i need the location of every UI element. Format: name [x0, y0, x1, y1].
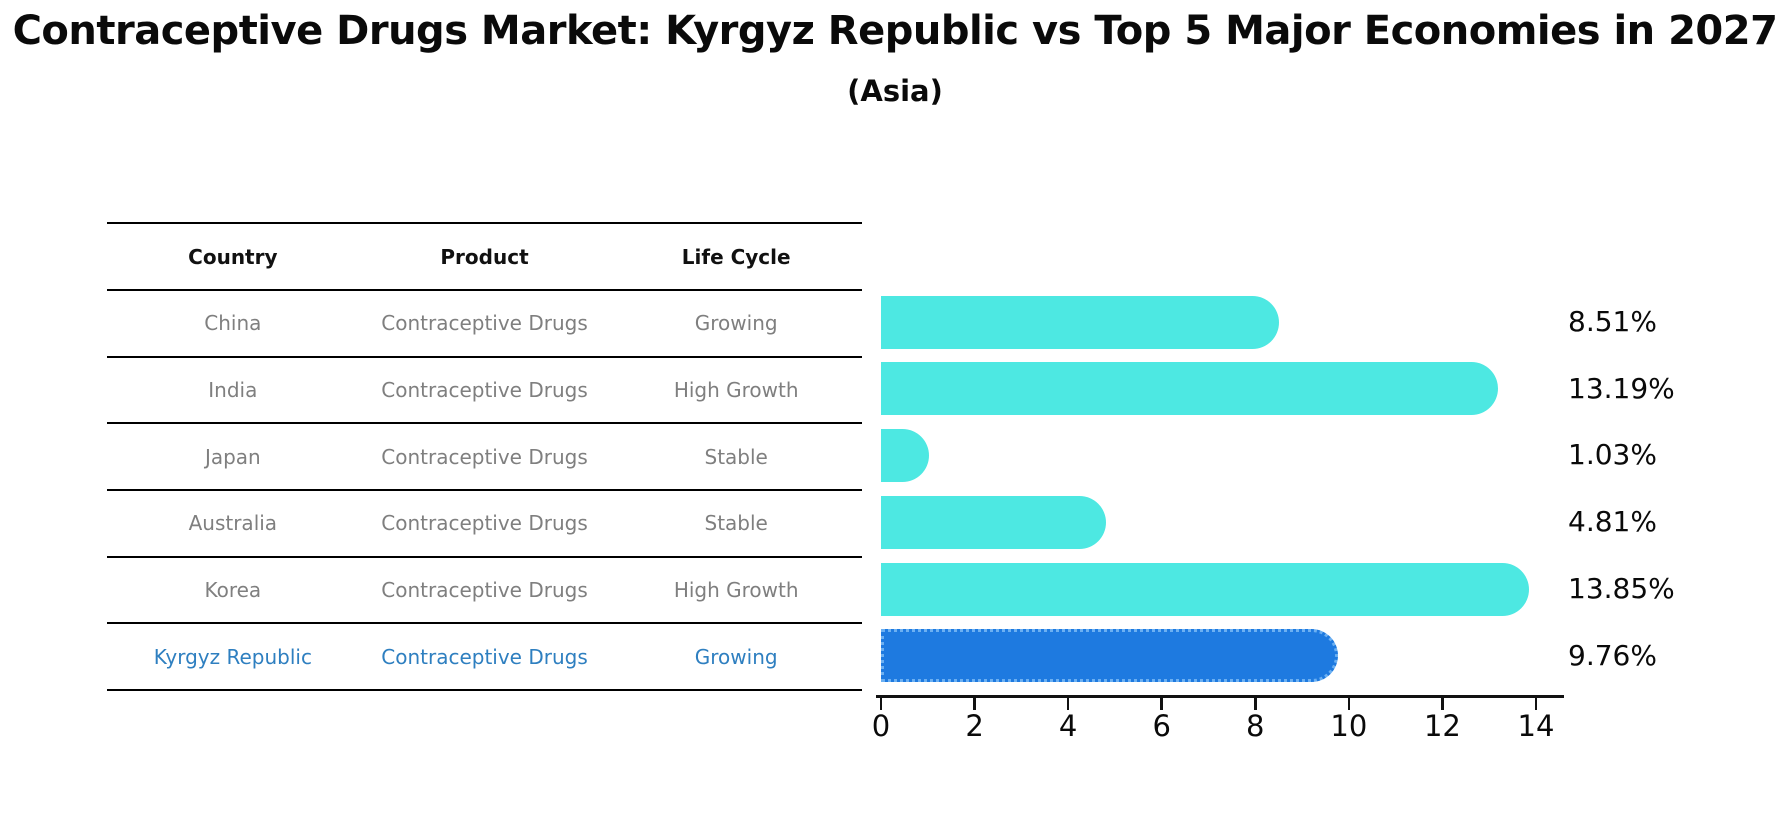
cell-product: Contraceptive Drugs: [381, 311, 588, 336]
value-label-japan: 1.03%: [1568, 438, 1657, 472]
bar-row-korea: [881, 556, 1565, 623]
cell-life-cycle: Stable: [704, 511, 768, 536]
cell-product: Contraceptive Drugs: [381, 644, 588, 669]
table-row-kyrgyz-republic: Kyrgyz Republic Contraceptive Drugs Grow…: [107, 624, 862, 692]
column-header-country: Country: [188, 244, 278, 269]
x-tick-label: 10: [1330, 709, 1368, 743]
chart-title: Contraceptive Drugs Market: Kyrgyz Repub…: [12, 8, 1778, 54]
x-tick-label: 0: [871, 709, 891, 743]
table-row-india: India Contraceptive Drugs High Growth: [107, 358, 862, 425]
table-row-china: China Contraceptive Drugs Growing: [107, 291, 862, 358]
cell-country: Japan: [204, 444, 261, 469]
bar-india: [881, 362, 1499, 416]
cell-country: Korea: [204, 578, 262, 603]
x-tick: [1347, 697, 1351, 710]
cell-country: India: [208, 378, 258, 403]
cell-product: Contraceptive Drugs: [381, 511, 588, 536]
x-tick: [1254, 697, 1257, 710]
table-header-row: Country Product Life Cycle: [107, 224, 862, 291]
cell-country: China: [204, 311, 262, 336]
value-label-kyrgyz-republic: 9.76%: [1568, 638, 1657, 672]
x-tick-label: 4: [1058, 709, 1078, 743]
chart-subtitle: (Asia): [847, 74, 943, 108]
cell-life-cycle: Growing: [694, 311, 778, 336]
bar-china: [881, 295, 1280, 349]
table-row-australia: Australia Contraceptive Drugs Stable: [107, 491, 862, 558]
x-axis-line: [876, 695, 1564, 698]
x-tick-label: 8: [1246, 709, 1265, 743]
x-tick-label: 6: [1152, 709, 1171, 743]
value-label-india: 13.19%: [1568, 371, 1675, 405]
cell-product: Contraceptive Drugs: [381, 444, 588, 469]
column-header-product: Product: [440, 244, 529, 269]
bar-japan: [881, 429, 930, 483]
x-tick: [1066, 697, 1070, 710]
x-tick-label: 2: [965, 709, 984, 743]
x-axis: 0 2 4 6 8 10 12 14: [872, 695, 1576, 755]
x-tick: [879, 697, 883, 710]
x-tick: [1534, 697, 1538, 710]
column-header-life-cycle: Life Cycle: [681, 244, 791, 269]
x-tick-label: 12: [1423, 709, 1461, 743]
bar-kyrgyz-republic: [881, 629, 1338, 683]
bar-row-china: [881, 289, 1565, 356]
bar-row-australia: [881, 489, 1565, 556]
cell-country: Kyrgyz Republic: [153, 644, 312, 669]
bar-australia: [881, 495, 1107, 549]
cell-life-cycle: Stable: [704, 444, 768, 469]
bar-chart-plot-area: [881, 289, 1565, 690]
value-label-australia: 4.81%: [1568, 505, 1657, 539]
cell-country: Australia: [188, 511, 278, 536]
x-tick-label: 14: [1517, 709, 1555, 743]
cell-product: Contraceptive Drugs: [381, 378, 588, 403]
table-row-korea: Korea Contraceptive Drugs High Growth: [107, 558, 862, 625]
x-tick: [973, 697, 976, 710]
value-label-korea: 13.85%: [1568, 571, 1675, 605]
bar-row-japan: [881, 422, 1565, 489]
cell-life-cycle: Growing: [694, 644, 778, 669]
bar-row-kyrgyz-republic: [881, 623, 1565, 690]
country-table: Country Product Life Cycle China Contrac…: [107, 222, 862, 692]
cell-life-cycle: High Growth: [673, 378, 799, 403]
x-tick: [1441, 697, 1444, 710]
bar-korea: [881, 562, 1529, 616]
table-row-japan: Japan Contraceptive Drugs Stable: [107, 424, 862, 492]
value-label-china: 8.51%: [1568, 305, 1657, 338]
cell-life-cycle: High Growth: [673, 578, 799, 603]
bar-row-india: [881, 356, 1565, 423]
x-tick: [1160, 697, 1163, 710]
cell-product: Contraceptive Drugs: [381, 578, 588, 603]
